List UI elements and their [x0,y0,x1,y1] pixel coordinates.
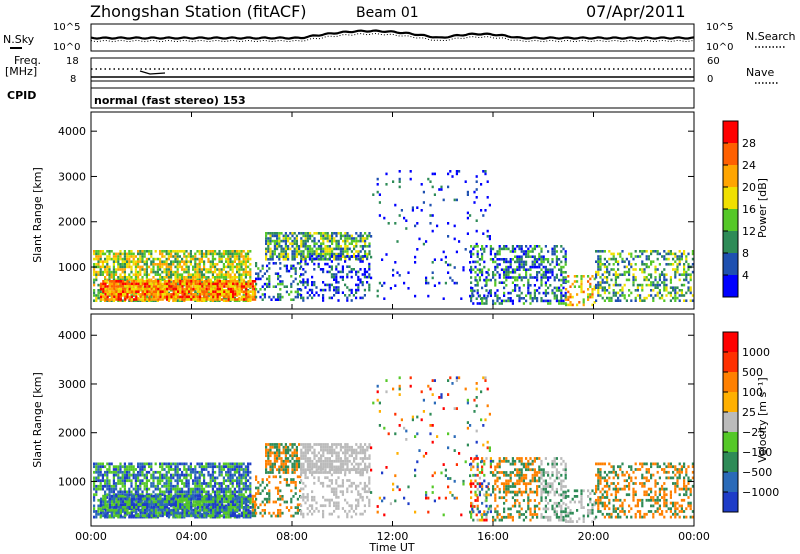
x-tick-label: 16:00 [477,530,509,543]
noise-left-tick-bottom: 10^0 [53,42,80,53]
x-tick-label: 08:00 [276,530,308,543]
cpid-panel: CPID normal (fast stereo) 153 [7,81,695,109]
velocity-y-tick: 3000 [58,378,86,391]
nave-label: Nave [746,66,774,79]
power-ylabel: Slant Range [km] [31,167,44,263]
x-tick-label: 12:00 [377,530,409,543]
velocity-colorbar-label: Velocity [m s⁻¹] [756,377,769,462]
freq-label: Freq. [14,54,41,67]
velocity-panel: 4000 3000 2000 1000 Slant Range [km] 1000 50… [31,313,779,527]
velocity-colorbar-swatch [723,452,738,472]
station-title: Zhongshan Station (fitACF) [90,2,307,21]
power-colorbar: 28 24 20 16 12 8 4 [722,120,756,298]
power-data-cells [93,170,694,307]
power-colorbar-swatch [723,187,738,209]
power-colorbar-swatch [723,143,738,165]
velocity-colorbar-swatch [723,412,738,432]
power-y-tick: 3000 [58,170,86,183]
velocity-colorbar-tick: 1000 [742,346,770,359]
power-colorbar-swatch [723,209,738,231]
power-panel: 4000 3000 2000 1000 Slant Range [km] 28 24 20… [31,111,769,310]
noise-sky-line [90,29,695,40]
noise-right-tick-top: 10^5 [706,22,733,33]
power-colorbar-tick: 20 [742,181,756,194]
velocity-colorbar-swatch [723,492,738,512]
x-tick-label: 20:00 [578,530,610,543]
power-colorbar-swatch [723,121,738,143]
power-colorbar-swatch [723,231,738,253]
x-axis-ticks: 00:00 04:00 08:00 12:00 16:00 20:00 00:00 [75,112,710,543]
noise-sky-label: N.Sky [3,33,35,46]
freq-left-tick-top: 18 [66,56,79,67]
power-colorbar-tick: 24 [742,159,756,172]
velocity-y-tick: 1000 [58,475,86,488]
power-colorbar-swatch [723,253,738,275]
beam-label: Beam 01 [356,5,419,21]
power-colorbar-swatch [723,275,738,297]
cpid-label: CPID [7,89,36,102]
velocity-colorbar-tick: −1000 [742,486,779,499]
velocity-colorbar-swatch [723,372,738,392]
cpid-value: normal (fast stereo) 153 [94,94,246,107]
power-colorbar-tick: 12 [742,225,756,238]
freq-unit-label: [MHz] [5,65,37,78]
freq-right-tick-top: 60 [707,56,720,67]
velocity-data-cells [93,376,694,523]
freq-panel: Freq. [MHz] 18 8 60 0 Nave [5,54,778,85]
noise-panel: N.Sky 10^5 10^0 10^5 10^0 N.Search [3,22,796,53]
noise-right-tick-bottom: 10^0 [706,42,733,53]
velocity-colorbar-tick: 100 [742,386,763,399]
velocity-colorbar-swatch [723,352,738,372]
power-colorbar-tick: 8 [742,247,749,260]
freq-right-tick-bottom: 0 [707,74,713,85]
x-axis-label: Time UT [368,541,414,554]
x-tick-label: 04:00 [176,530,208,543]
x-tick-label: 00:00 [75,530,107,543]
velocity-colorbar: 1000 500 100 25 −25 −100 −500 −1000 [722,331,779,513]
noise-left-tick-top: 10^5 [53,22,80,33]
freq-left-tick-bottom: 8 [70,74,76,85]
power-y-tick: 4000 [58,125,86,138]
velocity-colorbar-tick: −25 [742,426,765,439]
velocity-y-tick: 4000 [58,329,86,342]
noise-search-label: N.Search [746,30,796,43]
power-colorbar-label: Power [dB] [756,178,769,238]
velocity-ylabel: Slant Range [km] [31,372,44,468]
velocity-colorbar-swatch [723,472,738,492]
power-colorbar-tick: 16 [742,203,756,216]
x-tick-label: 00:00 [678,530,710,543]
power-colorbar-tick: 28 [742,137,756,150]
power-colorbar-swatch [723,165,738,187]
power-colorbar-tick: 4 [742,269,749,282]
velocity-colorbar-tick: 25 [742,406,756,419]
velocity-y-tick: 2000 [58,427,86,440]
velocity-colorbar-tick: −100 [742,446,772,459]
power-y-tick: 1000 [58,261,86,274]
power-y-tick: 2000 [58,216,86,229]
velocity-colorbar-swatch [723,432,738,452]
velocity-colorbar-tick: 500 [742,366,763,379]
date-label: 07/Apr/2011 [586,2,686,21]
velocity-colorbar-swatch [723,332,738,352]
velocity-colorbar-swatch [723,392,738,412]
velocity-colorbar-tick: −500 [742,466,772,479]
